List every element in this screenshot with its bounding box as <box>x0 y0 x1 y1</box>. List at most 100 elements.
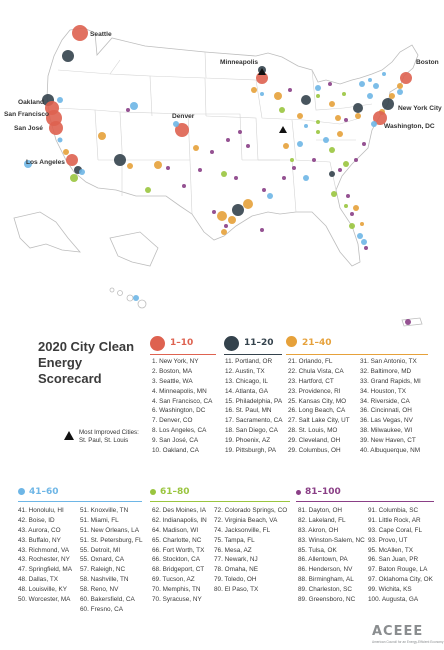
hawaii <box>109 287 147 309</box>
city-dot <box>234 176 238 180</box>
city-dot <box>79 169 85 175</box>
tier-6-dot <box>296 490 301 495</box>
city-dot <box>198 168 202 172</box>
tier-4-list-b: 51. Knoxville, TN 51. Miami, FL 51. New Or… <box>80 506 143 615</box>
city-entry: 51. Miami, FL <box>80 516 119 524</box>
city-entry: 95. McAllen, TX <box>368 546 413 554</box>
city-entry: 36. Las Vegas, NV <box>360 417 413 425</box>
city-dot <box>353 205 359 211</box>
city-entry: 88. Birmingham, AL <box>298 576 354 584</box>
city-entry: 51. New Orleans, LA <box>80 526 139 534</box>
tier-4-list-a: 41. Honolulu, HI 42. Boise, ID 43. Aurora,… <box>18 506 72 605</box>
scorecard-title: 2020 City Clean Energy Scorecard <box>38 339 146 387</box>
city-entry: 93. Provo, UT <box>368 536 408 544</box>
city-entry: 74. Jacksonville, FL <box>214 526 271 534</box>
city-entry: 26. Long Beach, CA <box>288 407 346 415</box>
city-dot <box>262 188 266 192</box>
city-dot <box>210 150 214 154</box>
city-entry: 1. New York, NY <box>152 358 199 365</box>
city-dot <box>114 154 126 166</box>
us-map: Seattle Minneapolis Boston Oakland San Franc… <box>4 25 442 327</box>
city-entry: 58. Nashville, TN <box>80 576 129 584</box>
city-entry: 51. St. Petersburg, FL <box>80 536 143 544</box>
city-dot <box>63 149 69 155</box>
tier-2-header: 11–20 <box>224 336 294 355</box>
city-dot <box>331 191 337 197</box>
city-dot <box>260 228 264 232</box>
city-dot <box>57 137 63 143</box>
city-dot <box>282 176 286 180</box>
city-dot <box>315 85 321 91</box>
city-entry: 16. St. Paul, MN <box>225 407 272 415</box>
tier-4-label: 41–60 <box>29 487 59 497</box>
us-outline <box>46 27 419 267</box>
city-entry: 11. Portland, OR <box>225 358 273 365</box>
city-entry: 4. Minneapolis, MN <box>152 387 207 395</box>
tier-1-label: 1–10 <box>170 338 194 348</box>
city-dot <box>66 154 78 166</box>
city-entry: 75. Tampa, FL <box>214 536 255 544</box>
tier-6-list-a: 81. Dayton, OH 82. Lakeland, FL 83. Akron,… <box>298 506 365 605</box>
city-entry: 70. Memphis, TN <box>152 586 201 594</box>
city-entry: 48. Louisville, KY <box>18 586 68 594</box>
city-dot <box>316 120 320 124</box>
city-dot <box>221 171 227 177</box>
city-entry: 83. Akron, OH <box>298 526 339 534</box>
tier-3-label: 21–40 <box>302 338 332 348</box>
most-improved-cities: St. Paul, St. Louis <box>79 437 129 444</box>
tier-1-list: 1. New York, NY 2. Boston, MA 3. Seattle, … <box>152 357 212 456</box>
city-entry: 7. Denver, CO <box>152 417 193 425</box>
city-dot <box>301 95 311 105</box>
city-entry: 62. Indianapolis, IN <box>152 516 207 524</box>
city-dot <box>382 98 394 110</box>
city-dot <box>260 92 264 96</box>
city-dot <box>62 50 74 62</box>
most-improved-label: Most Improved Cities: <box>79 429 139 436</box>
city-dot <box>297 141 303 147</box>
city-entry: 48. Dallas, TX <box>18 576 59 584</box>
city-entry: 34. Houston, TX <box>360 387 407 395</box>
city-entry: 25. Kansas City, MO <box>288 397 347 405</box>
city-entry: 89. Charleston, SC <box>298 586 352 594</box>
city-dot <box>329 147 335 153</box>
city-dot <box>267 193 273 199</box>
city-dot <box>193 145 199 151</box>
tier-5-list-a: 62. Des Moines, IA 62. Indianapolis, IN 64… <box>152 506 207 605</box>
city-dot <box>154 161 162 169</box>
tier-5-dot <box>150 489 156 495</box>
city-entry: 33. Grand Rapids, MI <box>360 377 421 385</box>
city-entry: 41. Honolulu, HI <box>18 507 64 514</box>
city-entry: 55. Oxnard, CA <box>80 556 125 564</box>
city-map-label: Boston <box>416 59 439 66</box>
city-dot <box>343 161 349 167</box>
city-entry: 28. St. Louis, MO <box>288 427 338 435</box>
city-dot <box>175 123 189 137</box>
city-dot <box>221 229 227 235</box>
city-dot <box>127 163 133 169</box>
city-dot <box>72 25 88 41</box>
city-entry: 70. Syracuse, NY <box>152 596 202 604</box>
city-entry: 14. Atlanta, GA <box>225 387 268 395</box>
city-entry: 81. Dayton, OH <box>298 507 343 514</box>
city-dot <box>304 124 308 128</box>
city-dot <box>232 204 244 216</box>
city-dot <box>337 131 343 137</box>
city-entry: 85. Tulsa, OK <box>298 546 337 554</box>
city-dot <box>361 239 367 245</box>
tier-1-header: 1–10 <box>150 336 220 355</box>
city-entry: 58. Reno, NV <box>80 586 119 594</box>
city-dot <box>329 171 335 177</box>
city-dot <box>283 143 289 149</box>
city-entry: 34. Riverside, CA <box>360 397 410 405</box>
city-entry: 38. Milwaukee, WI <box>360 427 413 435</box>
city-entry: 64. Madison, WI <box>152 526 199 534</box>
city-dot <box>354 158 358 162</box>
city-entry: 80. El Paso, TX <box>214 586 259 594</box>
city-entry: 65. Charlotte, NC <box>152 536 202 544</box>
city-dot <box>297 113 303 119</box>
tier-6-header: 81–100 <box>296 485 436 502</box>
city-entry: 19. Pittsburgh, PA <box>225 447 277 455</box>
city-dot <box>367 93 373 99</box>
city-dot <box>373 111 387 125</box>
city-entry: 82. Lakeland, FL <box>298 516 346 524</box>
